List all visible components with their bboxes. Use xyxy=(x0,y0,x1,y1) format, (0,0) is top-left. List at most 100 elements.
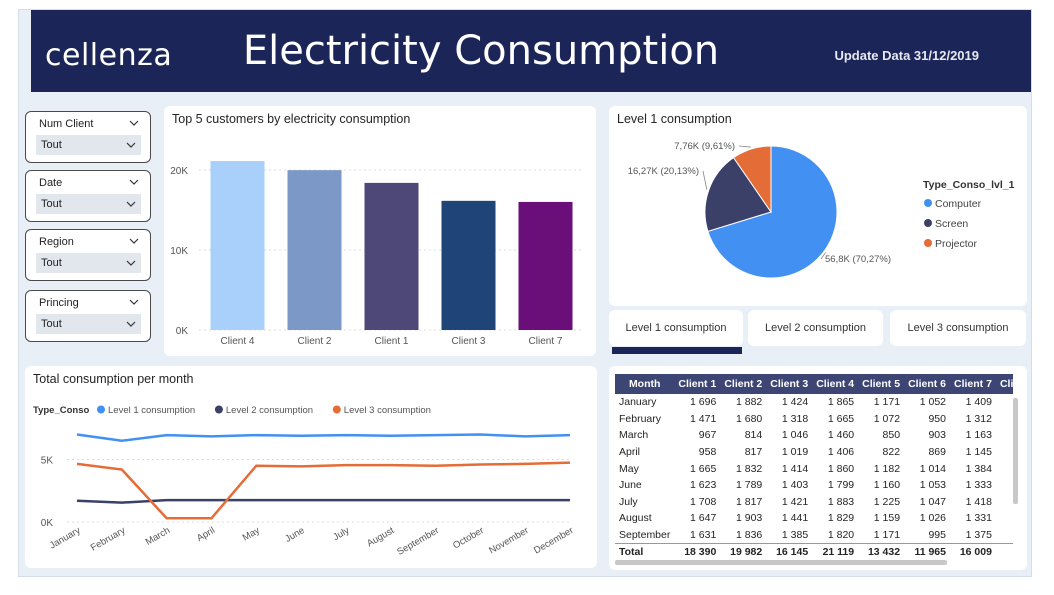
table-cell: 1 414 xyxy=(781,462,809,475)
region-slicer[interactable]: Region Tout xyxy=(25,229,151,281)
chevron-down-icon[interactable] xyxy=(128,235,140,247)
table-cell: 1 019 xyxy=(781,446,809,459)
table-row: August 1 647 1 903 1 441 1 829 1 159 1 026 1 33… xyxy=(615,510,1013,527)
x-tick-label: October xyxy=(451,525,486,551)
princing-slicer[interactable]: Princing Tout xyxy=(25,290,151,342)
date-slicer[interactable]: Date Tout xyxy=(25,170,151,222)
x-tick-label: November xyxy=(487,525,530,556)
table-cell: 1 163 xyxy=(965,429,992,442)
column-header[interactable]: Month xyxy=(615,374,675,394)
table-cell: 1 820 xyxy=(827,528,855,541)
legend-label[interactable]: Screen xyxy=(935,218,968,230)
x-tick-label: May xyxy=(241,525,262,544)
legend-label[interactable]: Level 3 consumption xyxy=(344,405,431,416)
table-cell: 1 047 xyxy=(919,495,946,508)
tab-level1-consumption[interactable]: Level 1 consumption xyxy=(609,310,743,346)
column-header[interactable]: Client 2 xyxy=(720,374,767,394)
table-cell: 1 312 xyxy=(965,412,992,425)
bar[interactable] xyxy=(287,170,342,330)
table-cell: 1 014 xyxy=(919,462,946,475)
pie-slice[interactable] xyxy=(704,156,772,232)
chevron-down-icon xyxy=(126,142,136,148)
table-cell: 1 647 xyxy=(690,512,717,525)
legend-marker xyxy=(214,405,223,414)
table-cell: 1 680 xyxy=(735,412,763,425)
legend-title: Type_Conso xyxy=(33,405,90,416)
total-row: Total 18 390 19 982 16 145 21 119 13 432 11 96… xyxy=(615,542,1013,558)
bar-chart-title: Top 5 customers by electricity consumpti… xyxy=(172,112,411,126)
legend-marker xyxy=(924,239,932,247)
column-header[interactable]: Client 1 xyxy=(674,374,721,394)
table-cell: 958 xyxy=(698,446,717,459)
slicer-dropdown[interactable]: Tout xyxy=(36,314,141,334)
table-cell: 995 xyxy=(928,528,946,541)
table-cell: 1 026 xyxy=(919,512,946,525)
table-cell: 1 xyxy=(995,542,1013,558)
table-cell: 1 385 xyxy=(781,528,809,541)
table-cell: June xyxy=(619,479,642,492)
column-header[interactable]: Client 3 xyxy=(766,374,813,394)
x-tick-label: April xyxy=(195,525,217,544)
y-tick-label: 10K xyxy=(170,246,188,257)
x-tick-label: June xyxy=(283,525,306,545)
chevron-down-icon[interactable] xyxy=(128,296,140,308)
table-cell: 1 418 xyxy=(965,495,992,508)
bar[interactable] xyxy=(441,200,496,330)
chevron-down-icon[interactable] xyxy=(128,117,140,129)
update-date: Update Data 31/12/2019 xyxy=(834,48,979,63)
table-cell: 1 225 xyxy=(873,495,901,508)
table-cell: September xyxy=(619,528,671,541)
pie-slice[interactable] xyxy=(732,145,772,214)
series-line[interactable] xyxy=(76,433,571,443)
table-cell: 1 145 xyxy=(965,446,992,459)
table-cell: 13 432 xyxy=(858,542,905,558)
table-cell: January xyxy=(619,396,657,409)
table-cell: 1 883 xyxy=(827,495,855,508)
pie-slice[interactable] xyxy=(707,145,838,279)
table-row: April 958 817 1 019 1 406 822 869 1 145 xyxy=(615,444,1013,461)
line-chart: Type_Conso Level 1 consumption Level 2 con… xyxy=(33,405,576,558)
table-cell xyxy=(996,444,1013,461)
table-cell: 1 829 xyxy=(827,512,855,525)
series-line[interactable] xyxy=(76,498,570,504)
column-header[interactable]: Clie xyxy=(995,374,1013,394)
bar[interactable] xyxy=(364,182,419,330)
tab-level3-consumption[interactable]: Level 3 consumption xyxy=(890,310,1026,346)
table-cell: 1 333 xyxy=(965,479,992,492)
slicer-dropdown[interactable]: Tout xyxy=(36,253,141,273)
column-header[interactable]: Client 6 xyxy=(904,374,950,394)
legend-marker xyxy=(924,219,932,227)
table-cell: 1 171 xyxy=(873,528,901,541)
column-header[interactable]: Client 7 xyxy=(950,374,996,394)
table-cell: 16 145 xyxy=(766,542,813,558)
series-line[interactable] xyxy=(76,461,571,520)
slicer-dropdown[interactable]: Tout xyxy=(36,194,141,214)
table-cell: August xyxy=(619,512,652,525)
tab-label: Level 3 consumption xyxy=(907,322,1009,334)
table-cell: 850 xyxy=(882,429,901,442)
legend-label[interactable]: Projector xyxy=(935,238,978,250)
legend-label[interactable]: Level 2 consumption xyxy=(226,405,313,416)
tab-level2-consumption[interactable]: Level 2 consumption xyxy=(748,310,883,346)
horizontal-scrollbar[interactable] xyxy=(615,560,947,565)
bar[interactable] xyxy=(518,201,573,330)
slicer-label: Date xyxy=(39,177,63,189)
legend-label[interactable]: Level 1 consumption xyxy=(108,405,195,416)
bar[interactable] xyxy=(210,161,265,330)
legend-label[interactable]: Computer xyxy=(935,198,982,210)
column-header[interactable]: Client 5 xyxy=(858,374,905,394)
x-tick-label: Client 2 xyxy=(298,336,332,347)
table-body: January 1 696 1 882 1 424 1 865 1 171 1 052 1 4… xyxy=(615,394,1013,558)
table-row: September 1 631 1 836 1 385 1 820 1 171 995 1 3… xyxy=(615,527,1013,544)
num-client-slicer[interactable]: Num Client Tout xyxy=(25,111,151,163)
table-cell: 1 052 xyxy=(919,396,946,409)
slicer-label: Region xyxy=(39,236,74,248)
vertical-scrollbar[interactable] xyxy=(1013,398,1018,504)
chevron-down-icon[interactable] xyxy=(128,176,140,188)
table-cell: 1 799 xyxy=(827,479,855,492)
table-cell: February xyxy=(619,412,662,425)
y-tick-label: 20K xyxy=(170,166,188,177)
slicer-dropdown[interactable]: Tout xyxy=(36,135,141,155)
y-tick-label: 0K xyxy=(176,326,189,337)
column-header[interactable]: Client 4 xyxy=(812,374,859,394)
